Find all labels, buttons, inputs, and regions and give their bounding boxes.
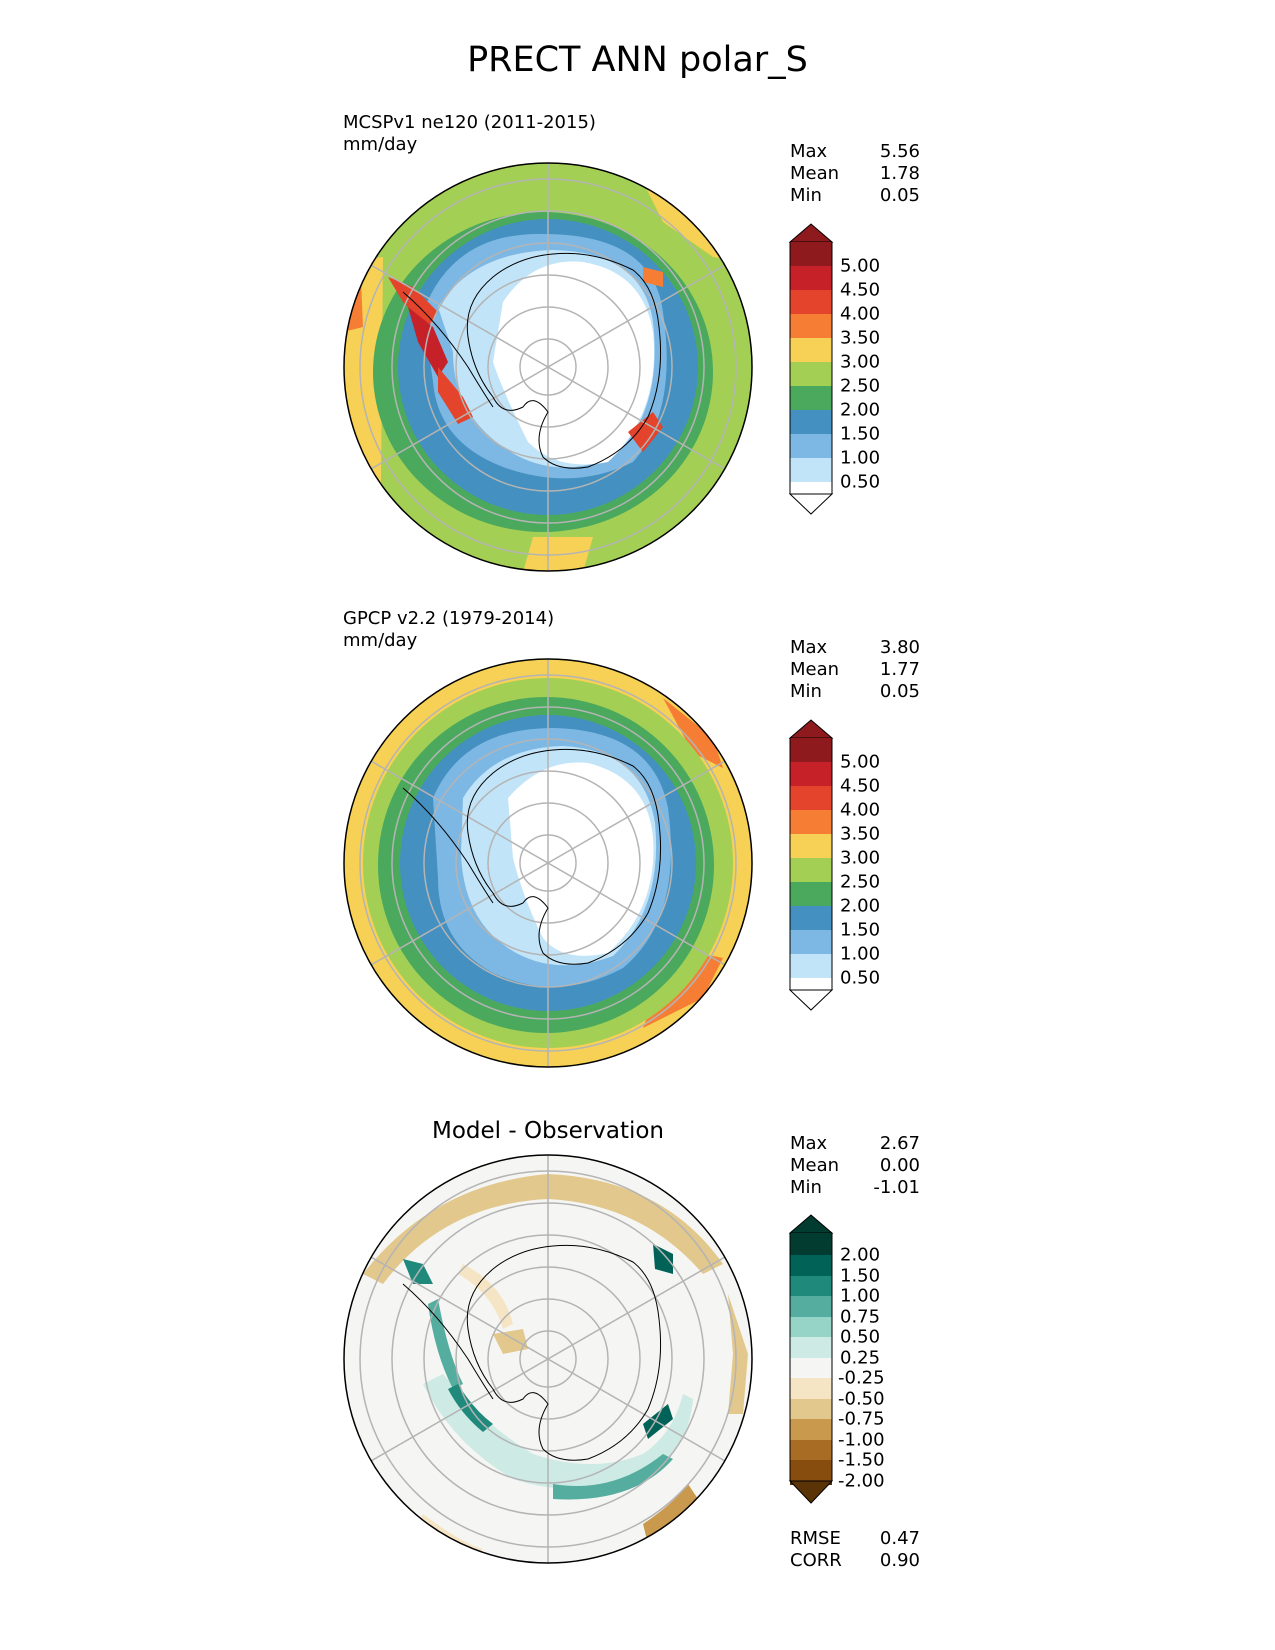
tick-label: 5.00 bbox=[840, 255, 881, 277]
tick-label: 1.50 bbox=[840, 1265, 881, 1287]
model-coastline bbox=[466, 252, 662, 469]
polar-map-model-svg bbox=[343, 162, 753, 572]
tick-label: 0.25 bbox=[840, 1347, 881, 1369]
tick-label: 1.00 bbox=[840, 447, 881, 469]
tick-label: 5.00 bbox=[840, 751, 881, 773]
panel-model: MCSPv1 ne120 (2011-2015) mm/day bbox=[0, 0, 1275, 572]
panel-obs: GPCP v2.2 (1979-2014) mm/day bbox=[0, 0, 1275, 1068]
panel-obs-units: mm/day bbox=[343, 630, 418, 651]
stat-mean: Mean 1.78 bbox=[790, 163, 920, 184]
tick-label: -2.00 bbox=[838, 1470, 885, 1492]
stat-min: Min 0.05 bbox=[790, 681, 920, 702]
tick-label: 1.00 bbox=[840, 1285, 881, 1307]
tick-label: 2.00 bbox=[840, 1244, 881, 1266]
model-graticule bbox=[359, 163, 737, 571]
tick-label: 3.50 bbox=[840, 823, 881, 845]
tick-label: 4.50 bbox=[840, 279, 881, 301]
stat-min: Min 0.05 bbox=[790, 185, 920, 206]
tick-label: 1.50 bbox=[840, 919, 881, 941]
panel-obs-source: GPCP v2.2 (1979-2014) bbox=[343, 608, 555, 629]
metric-corr: CORR 0.90 bbox=[790, 1550, 920, 1571]
tick-label: 0.50 bbox=[840, 471, 881, 493]
stat-max: Max 3.80 bbox=[790, 637, 920, 658]
tick-label: -0.50 bbox=[838, 1388, 885, 1410]
tick-label: 2.50 bbox=[840, 871, 881, 893]
stat-max: Max 2.67 bbox=[790, 1133, 920, 1154]
panel-diff-title: Model - Observation bbox=[431, 1118, 665, 1144]
diff-dry-band-north bbox=[363, 1174, 723, 1284]
panel-obs-title: GPCP v2.2 (1979-2014) mm/day bbox=[343, 608, 554, 652]
tick-label: 2.00 bbox=[840, 399, 881, 421]
polar-map-diff bbox=[343, 1154, 753, 1564]
polar-map-obs-svg bbox=[343, 658, 753, 1068]
colorbar-obs bbox=[788, 718, 834, 1012]
tick-label: 4.00 bbox=[840, 799, 881, 821]
panel-obs-stats: Max 3.80 Mean 1.77 Min 0.05 bbox=[790, 637, 920, 703]
tick-label: 2.00 bbox=[840, 895, 881, 917]
tick-label: -1.00 bbox=[838, 1429, 885, 1451]
tick-label: 3.00 bbox=[840, 847, 881, 869]
tick-label: 4.00 bbox=[840, 303, 881, 325]
tick-label: 0.75 bbox=[840, 1306, 881, 1328]
tick-label: -0.75 bbox=[838, 1408, 885, 1430]
tick-label: 1.00 bbox=[840, 943, 881, 965]
panel-diff-stats: Max 2.67 Mean 0.00 Min -1.01 bbox=[790, 1133, 920, 1199]
stat-mean: Mean 0.00 bbox=[790, 1155, 920, 1176]
diff-wet-band-south bbox=[423, 1374, 693, 1489]
stat-max: Max 5.56 bbox=[790, 141, 920, 162]
colorbar-model bbox=[788, 222, 834, 516]
tick-label: -1.50 bbox=[838, 1449, 885, 1471]
tick-label: -0.25 bbox=[838, 1367, 885, 1389]
diff-coastline bbox=[466, 1244, 662, 1461]
model-antarctic-interior bbox=[493, 261, 655, 465]
stat-mean: Mean 1.77 bbox=[790, 659, 920, 680]
polar-map-diff-svg bbox=[343, 1154, 753, 1564]
model-coastal-max-east bbox=[628, 412, 663, 452]
metric-rmse: RMSE 0.47 bbox=[790, 1528, 920, 1549]
tick-label: 3.50 bbox=[840, 327, 881, 349]
colorbar-diff bbox=[788, 1213, 834, 1505]
panel-diff: Model - Observation bbox=[0, 0, 1275, 1571]
obs-coastline bbox=[466, 748, 662, 965]
diff-coastal-max-east bbox=[653, 1244, 673, 1274]
model-peninsula-max-west bbox=[388, 277, 438, 327]
diff-graticule bbox=[359, 1155, 737, 1563]
stat-min: Min -1.01 bbox=[790, 1177, 920, 1198]
tick-label: 4.50 bbox=[840, 775, 881, 797]
polar-map-obs bbox=[343, 658, 753, 1068]
colorbar-model-svg bbox=[788, 223, 834, 515]
obs-orange-east-upper bbox=[663, 698, 723, 768]
panel-model-source: MCSPv1 ne120 (2011-2015) bbox=[343, 112, 596, 133]
colorbar-diff-svg bbox=[788, 1214, 834, 1504]
colorbar-obs-svg bbox=[788, 719, 834, 1011]
obs-graticule bbox=[359, 659, 737, 1067]
panel-model-units: mm/day bbox=[343, 134, 418, 155]
polar-map-model bbox=[343, 162, 753, 572]
tick-label: 2.50 bbox=[840, 375, 881, 397]
figure-title: PRECT ANN polar_S bbox=[467, 40, 808, 80]
tick-label: 1.50 bbox=[840, 423, 881, 445]
panel-model-title: MCSPv1 ne120 (2011-2015) mm/day bbox=[343, 112, 596, 156]
panel-diff-metrics: RMSE 0.47 CORR 0.90 bbox=[790, 1528, 920, 1572]
tick-label: 3.00 bbox=[840, 351, 881, 373]
obs-antarctic-interior bbox=[508, 762, 654, 956]
panel-model-stats: Max 5.56 Mean 1.78 Min 0.05 bbox=[790, 141, 920, 207]
tick-label: 0.50 bbox=[840, 1326, 881, 1348]
tick-label: 0.50 bbox=[840, 967, 881, 989]
